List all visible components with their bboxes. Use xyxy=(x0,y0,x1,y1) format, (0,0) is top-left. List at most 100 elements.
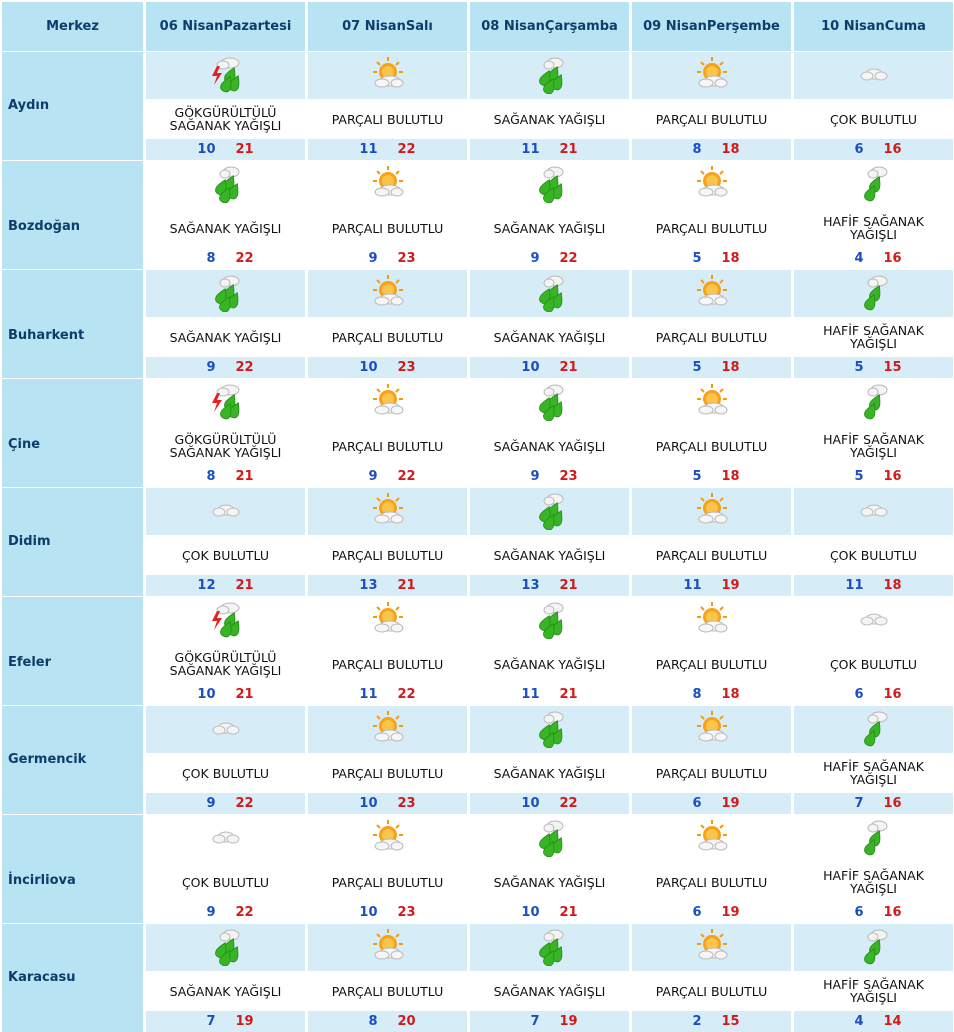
max-temp: 16 xyxy=(883,687,902,702)
max-temp: 23 xyxy=(397,360,416,375)
forecast-cell: SAĞANAK YAĞIŞLI 11 21 xyxy=(470,597,629,705)
partly-cloudy-icon xyxy=(368,599,408,643)
partly-cloudy-icon xyxy=(368,490,408,534)
temperature-range: 11 19 xyxy=(632,575,791,596)
max-temp: 15 xyxy=(883,360,902,375)
max-temp: 19 xyxy=(559,1014,578,1029)
icon-area xyxy=(794,706,953,753)
forecast-cell: ÇOK BULUTLU 9 22 xyxy=(146,815,305,923)
temperature-range: 6 19 xyxy=(632,902,791,923)
max-temp: 21 xyxy=(559,905,578,920)
city-name: Aydın xyxy=(2,52,143,160)
partly-cloudy-icon xyxy=(368,163,408,207)
temperature-range: 9 22 xyxy=(470,248,629,269)
min-temp: 5 xyxy=(692,469,702,484)
temperature-range: 9 23 xyxy=(308,248,467,269)
max-temp: 22 xyxy=(235,360,254,375)
condition-text: PARÇALI BULUTLU xyxy=(655,765,768,781)
forecast-cell: PARÇALI BULUTLU 2 15 xyxy=(632,924,791,1032)
partly-cloudy-icon xyxy=(692,490,732,534)
partly-cloudy-icon xyxy=(692,272,732,316)
light-shower-icon xyxy=(854,381,894,425)
icon-area xyxy=(308,706,467,753)
condition-text: PARÇALI BULUTLU xyxy=(331,111,444,127)
shower-icon xyxy=(530,163,570,207)
forecast-cell: GÖKGÜRÜLTÜLÜ SAĞANAK YAĞIŞLI 8 21 xyxy=(146,379,305,487)
max-temp: 19 xyxy=(721,905,740,920)
min-temp: 6 xyxy=(692,796,702,811)
temperature-range: 8 22 xyxy=(146,248,305,269)
temperature-range: 9 22 xyxy=(146,357,305,378)
max-temp: 21 xyxy=(235,578,254,593)
forecast-cell: SAĞANAK YAĞIŞLI 9 23 xyxy=(470,379,629,487)
icon-area xyxy=(308,270,467,317)
min-temp: 11 xyxy=(683,578,702,593)
forecast-cell: SAĞANAK YAĞIŞLI 13 21 xyxy=(470,488,629,596)
shower-icon xyxy=(206,272,246,316)
max-temp: 22 xyxy=(397,687,416,702)
icon-area xyxy=(308,597,467,644)
cloudy-icon xyxy=(206,708,246,752)
city-name: İncirliova xyxy=(2,815,143,923)
max-temp: 22 xyxy=(397,469,416,484)
temperature-range: 5 15 xyxy=(794,357,953,378)
shower-icon xyxy=(530,817,570,861)
forecast-cell: PARÇALI BULUTLU 11 22 xyxy=(308,597,467,705)
icon-area xyxy=(470,270,629,317)
max-temp: 18 xyxy=(721,469,740,484)
light-shower-icon xyxy=(854,817,894,861)
temperature-range: 9 23 xyxy=(470,466,629,487)
icon-area xyxy=(308,815,467,862)
forecast-cell: SAĞANAK YAĞIŞLI 11 21 xyxy=(470,52,629,160)
shower-icon xyxy=(530,926,570,970)
max-temp: 18 xyxy=(721,687,740,702)
temperature-range: 10 21 xyxy=(470,357,629,378)
max-temp: 22 xyxy=(235,905,254,920)
max-temp: 19 xyxy=(721,578,740,593)
max-temp: 16 xyxy=(883,251,902,266)
condition-text: HAFİF SAĞANAK YAĞIŞLI xyxy=(823,759,924,787)
icon-area xyxy=(146,52,305,99)
min-temp: 6 xyxy=(854,142,864,157)
max-temp: 21 xyxy=(559,142,578,157)
condition-text: PARÇALI BULUTLU xyxy=(331,547,444,563)
condition-text: PARÇALI BULUTLU xyxy=(331,220,444,236)
temperature-range: 9 22 xyxy=(146,793,305,814)
condition-text: SAĞANAK YAĞIŞLI xyxy=(493,438,606,454)
forecast-cell: PARÇALI BULUTLU 5 18 xyxy=(632,379,791,487)
min-temp: 10 xyxy=(359,360,378,375)
temperature-range: 10 23 xyxy=(308,902,467,923)
forecast-cell: SAĞANAK YAĞIŞLI 7 19 xyxy=(470,924,629,1032)
city-name: Didim xyxy=(2,488,143,596)
temperature-range: 10 23 xyxy=(308,793,467,814)
icon-area xyxy=(632,52,791,99)
forecast-cell: SAĞANAK YAĞIŞLI 10 22 xyxy=(470,706,629,814)
temperature-range: 2 15 xyxy=(632,1011,791,1032)
temperature-range: 11 22 xyxy=(308,139,467,160)
condition-text: HAFİF SAĞANAK YAĞIŞLI xyxy=(823,323,924,351)
icon-area xyxy=(470,706,629,753)
header-day-2: 08 Nisan Çarşamba xyxy=(470,2,629,51)
min-temp: 10 xyxy=(521,796,540,811)
condition-text: SAĞANAK YAĞIŞLI xyxy=(169,220,282,236)
icon-area xyxy=(470,161,629,208)
header-day-3: 09 Nisan Perşembe xyxy=(632,2,791,51)
max-temp: 21 xyxy=(559,578,578,593)
condition-text: SAĞANAK YAĞIŞLI xyxy=(493,983,606,999)
min-temp: 2 xyxy=(692,1014,702,1029)
icon-area xyxy=(632,488,791,535)
condition-text: SAĞANAK YAĞIŞLI xyxy=(169,329,282,345)
header-weekday: Çarşamba xyxy=(544,19,618,34)
icon-area xyxy=(632,815,791,862)
icon-area xyxy=(146,815,305,862)
condition-text: HAFİF SAĞANAK YAĞIŞLI xyxy=(823,868,924,896)
temperature-range: 10 22 xyxy=(470,793,629,814)
forecast-cell: SAĞANAK YAĞIŞLI 7 19 xyxy=(146,924,305,1032)
forecast-cell: HAFİF SAĞANAK YAĞIŞLI 7 16 xyxy=(794,706,953,814)
partly-cloudy-icon xyxy=(692,54,732,98)
forecast-cell: ÇOK BULUTLU 12 21 xyxy=(146,488,305,596)
forecast-cell: ÇOK BULUTLU 9 22 xyxy=(146,706,305,814)
header-weekday: Salı xyxy=(405,19,433,34)
temperature-range: 5 16 xyxy=(794,466,953,487)
forecast-cell: PARÇALI BULUTLU 9 22 xyxy=(308,379,467,487)
